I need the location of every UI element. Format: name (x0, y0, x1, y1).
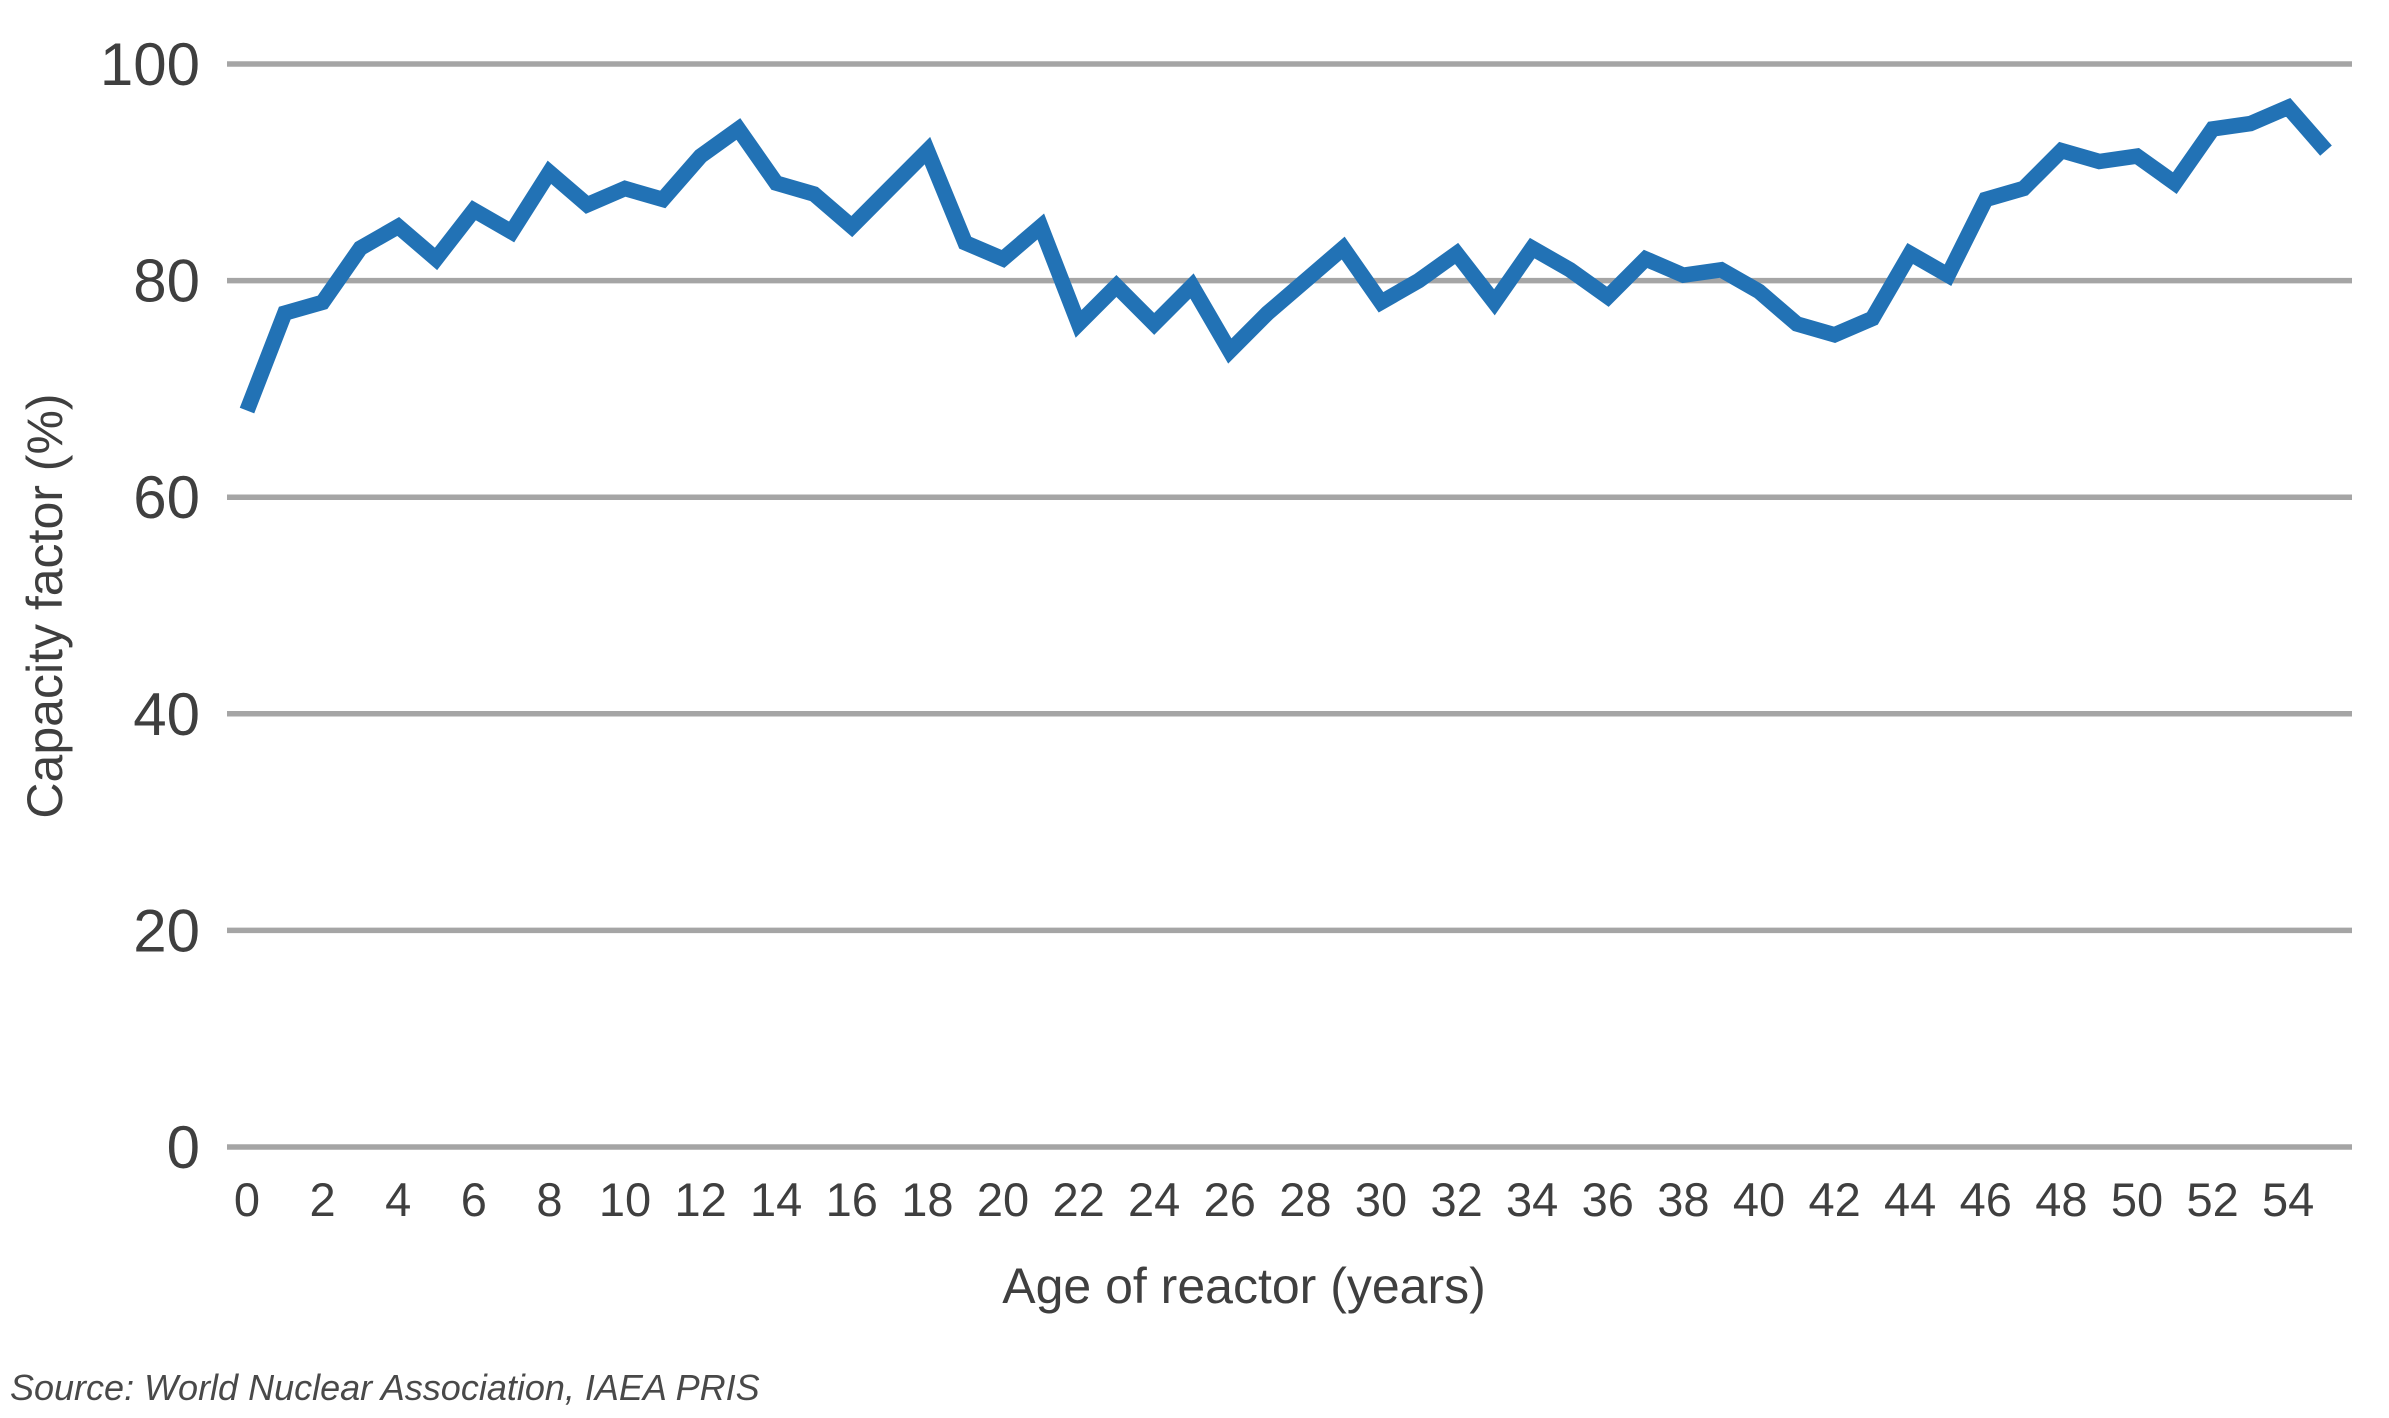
x-tick-label: 6 (461, 1173, 487, 1226)
source-attribution: Source: World Nuclear Association, IAEA … (10, 1367, 760, 1408)
y-axis-title: Capacity factor (%) (17, 393, 73, 818)
x-tick-label: 16 (826, 1173, 878, 1226)
x-tick-label: 18 (901, 1173, 953, 1226)
x-tick-label: 30 (1355, 1173, 1407, 1226)
x-tick-label: 26 (1204, 1173, 1256, 1226)
x-tick-label: 46 (1960, 1173, 2012, 1226)
x-tick-label: 34 (1506, 1173, 1558, 1226)
x-tick-label: 14 (750, 1173, 802, 1226)
x-tick-label: 42 (1808, 1173, 1860, 1226)
x-tick-label: 36 (1582, 1173, 1634, 1226)
x-tick-label: 12 (674, 1173, 726, 1226)
x-axis-tick-labels: 0 2 4 6 8 10 12 14 16 18 20 22 24 26 28 30 32 34 36 38 40 42 4… (234, 1173, 2314, 1226)
x-tick-label: 22 (1052, 1173, 1104, 1226)
x-tick-label: 40 (1733, 1173, 1785, 1226)
x-tick-label: 38 (1657, 1173, 1709, 1226)
x-tick-label: 44 (1884, 1173, 1936, 1226)
x-tick-label: 54 (2262, 1173, 2314, 1226)
x-tick-label: 2 (310, 1173, 336, 1226)
x-tick-label: 48 (2035, 1173, 2087, 1226)
y-tick-label: 0 (167, 1114, 200, 1181)
x-tick-label: 4 (385, 1173, 411, 1226)
x-tick-label: 10 (599, 1173, 651, 1226)
x-tick-label: 32 (1430, 1173, 1482, 1226)
x-tick-label: 24 (1128, 1173, 1180, 1226)
x-tick-label: 8 (536, 1173, 562, 1226)
x-tick-label: 50 (2111, 1173, 2163, 1226)
x-tick-label: 20 (977, 1173, 1029, 1226)
capacity-factor-line (239, 97, 2332, 414)
y-tick-label: 20 (133, 897, 200, 964)
y-axis-tick-labels: 0 20 40 60 80 100 (100, 31, 200, 1181)
series-group (239, 97, 2332, 414)
y-tick-label: 60 (133, 464, 200, 531)
y-tick-label: 100 (100, 31, 200, 98)
y-tick-label: 80 (133, 248, 200, 315)
y-tick-label: 40 (133, 681, 200, 748)
gridline-group (227, 61, 2352, 1150)
x-tick-label: 52 (2186, 1173, 2238, 1226)
x-tick-label: 28 (1279, 1173, 1331, 1226)
x-axis-title: Age of reactor (years) (1002, 1258, 1486, 1314)
x-tick-label: 0 (234, 1173, 260, 1226)
